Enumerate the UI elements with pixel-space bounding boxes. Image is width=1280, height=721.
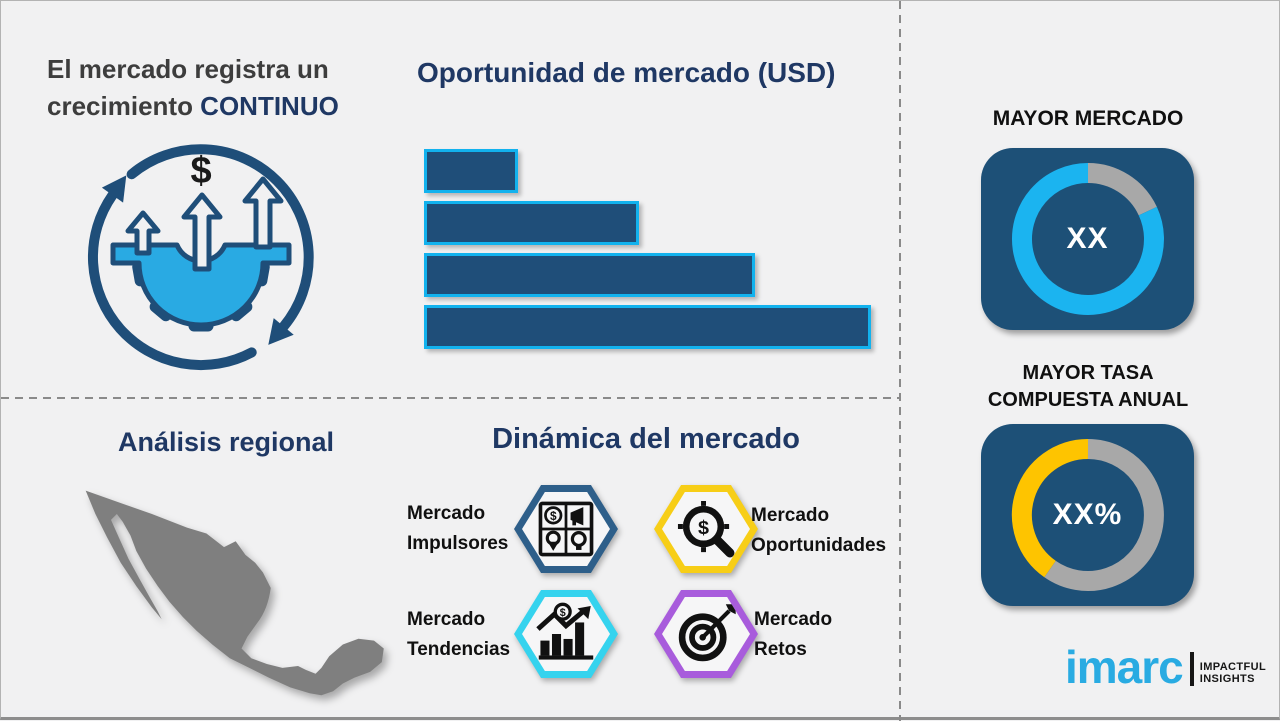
- logo-divider-bar: [1189, 652, 1194, 686]
- hexagon-market-drivers: $: [514, 485, 618, 573]
- cagr-value: XX%: [1052, 498, 1123, 531]
- bar: [424, 149, 518, 193]
- label-market-challenges: Mercado Retos: [754, 609, 833, 660]
- label-market-drivers: Mercado Impulsores: [407, 503, 509, 554]
- hexagon-market-trends: $: [514, 590, 618, 678]
- market-opportunity-title: Oportunidad de mercado (USD): [417, 57, 836, 88]
- logo-tagline: IMPACTFUL INSIGHTS: [1199, 661, 1267, 685]
- growth-arrows: [125, 176, 284, 272]
- headline-line1: El mercado registra un: [47, 54, 329, 84]
- target-dart-icon: [678, 604, 736, 662]
- svg-text:$: $: [560, 607, 566, 619]
- headline-line2: crecimiento CONTINUO: [47, 91, 339, 121]
- label-market-trends: Mercado Tendencias: [407, 609, 511, 660]
- mexico-map: [85, 490, 384, 696]
- largest-market-donut-card: XX: [981, 148, 1194, 330]
- horizontal-dashed-divider: [1, 397, 899, 399]
- vertical-dashed-divider: [899, 1, 901, 721]
- imarc-logo: imarc IMPACTFUL INSIGHTS: [1065, 641, 1267, 693]
- svg-text:$: $: [698, 517, 709, 539]
- trend-bars-icon: $: [536, 602, 594, 660]
- hexagon-market-opportunities: $: [654, 485, 758, 573]
- largest-market-value: XX: [1066, 222, 1109, 255]
- market-dynamics-title: Dinámica del mercado: [492, 423, 800, 455]
- headline: El mercado registra un crecimiento CONTI…: [47, 51, 407, 125]
- donut-chart-cagr: [1011, 438, 1164, 591]
- cagr-label: MAYOR TASA COMPUESTA ANUAL: [987, 362, 1189, 411]
- bar: [424, 305, 871, 349]
- headline-highlight: CONTINUO: [200, 91, 339, 121]
- largest-market-label: MAYOR MERCADO: [992, 107, 1184, 130]
- dollar-glyph: $: [190, 150, 211, 192]
- regional-analysis-title: Análisis regional: [117, 427, 335, 457]
- magnifier-dollar-icon: $: [677, 500, 735, 558]
- cycle-arrowheads: [101, 175, 294, 345]
- cagr-donut-card: XX%: [981, 424, 1194, 606]
- svg-text:$: $: [550, 509, 557, 523]
- growth-cycle-gear-icon: $: [87, 144, 314, 371]
- imarc-wordmark: imarc: [1065, 641, 1184, 693]
- bar: [424, 253, 755, 297]
- puzzle-drivers-icon: $: [538, 501, 594, 557]
- bar-chart: [424, 149, 884, 357]
- bar: [424, 201, 639, 245]
- hexagon-market-challenges: [654, 590, 758, 678]
- label-market-opportunities: Mercado Oportunidades: [751, 505, 887, 556]
- donut-chart-largest-market: [1011, 163, 1164, 315]
